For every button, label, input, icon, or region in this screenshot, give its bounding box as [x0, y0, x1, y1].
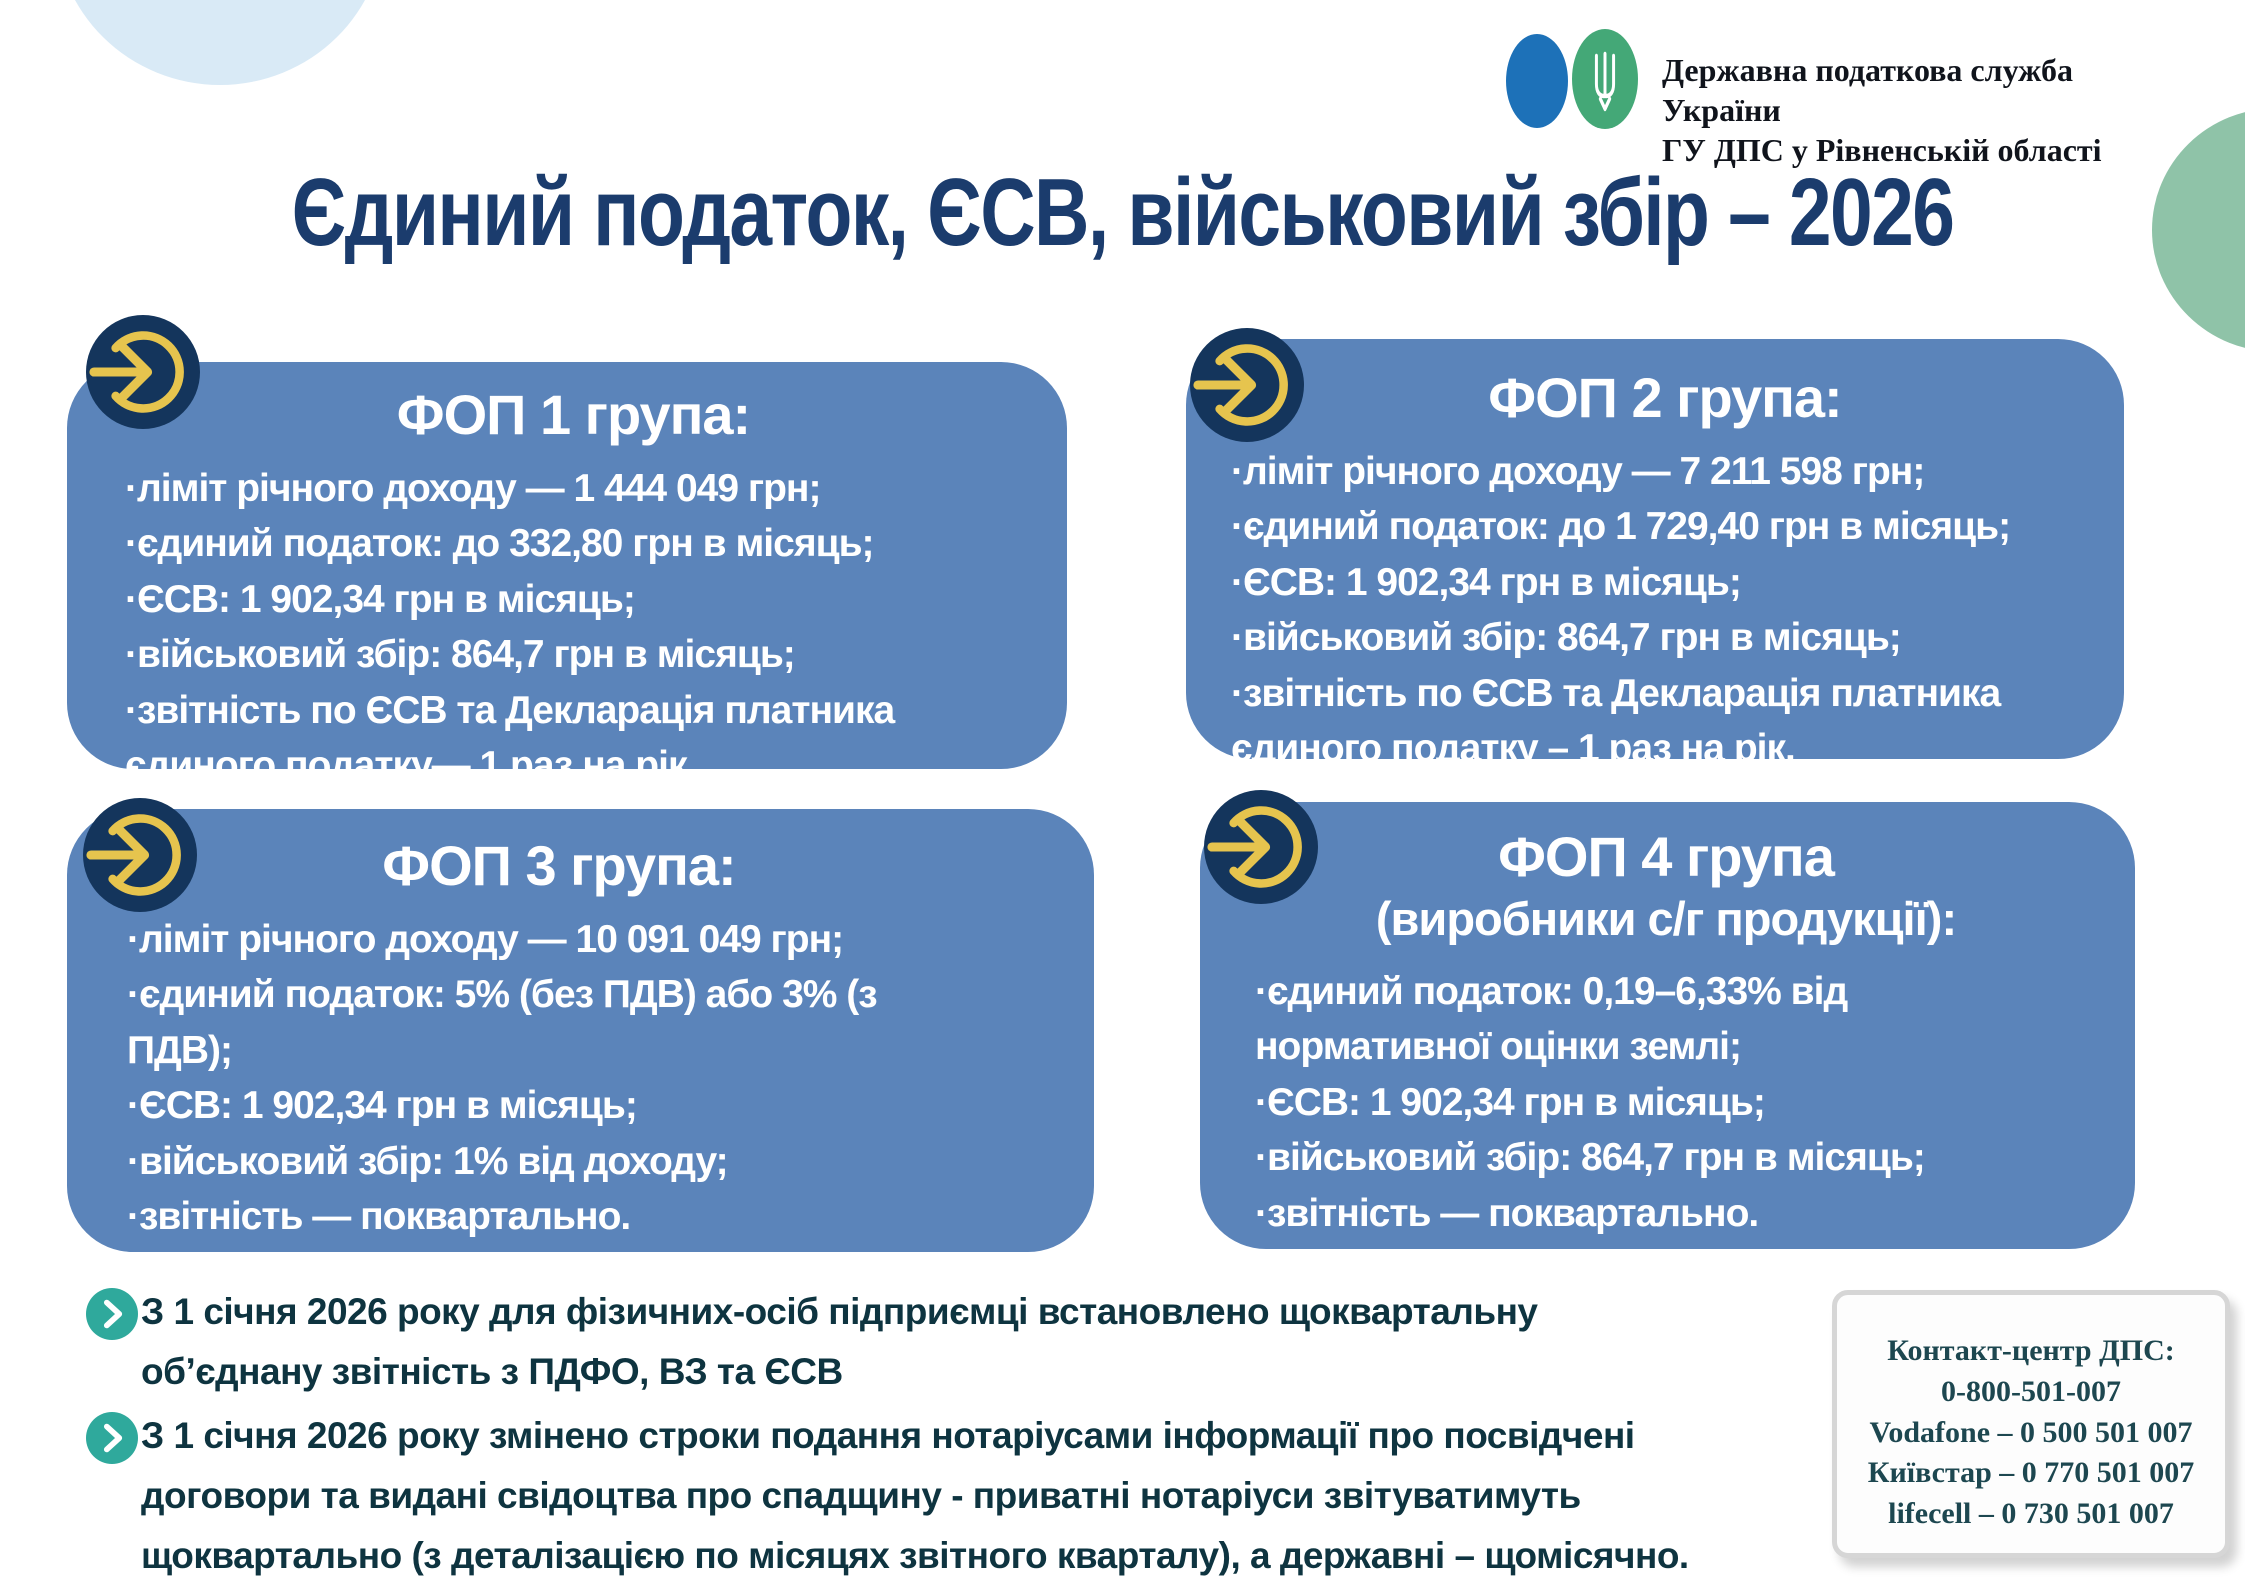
card-fop-group-3: ФОП 3 група: ·ліміт річного доходу — 10 …: [67, 809, 1094, 1252]
contact-title: Контакт-центр ДПС:: [1887, 1334, 2175, 1367]
card-4-title: ФОП 4 група: [1498, 825, 1835, 888]
contact-vodafone: Vodafone – 0 500 501 007: [1869, 1415, 2193, 1449]
contact-hotline: 0-800-501-007: [1941, 1374, 2121, 1408]
card-4-subtitle: (виробники с/г продукції):: [1375, 892, 1957, 945]
list-item: ·військовий збір: 864,7 грн в місяць;: [125, 633, 796, 677]
contact-kyivstar: Київстар – 0 770 501 007: [1867, 1456, 2195, 1490]
list-item: ·єдиний податок: 5% (без ПДВ) або 3% (з …: [127, 973, 878, 1072]
chevron-right-icon: [86, 1412, 138, 1464]
card-2-title: ФОП 2 група:: [1488, 366, 1842, 429]
note-notary-deadlines: З 1 січня 2026 року змінено строки подан…: [86, 1406, 1846, 1586]
decor-circle-top-left: [55, 0, 385, 85]
list-item: ·військовий збір: 864,7 грн в місяць;: [1231, 616, 1902, 660]
card-fop-group-4: ФОП 4 група (виробники с/г продукції): ·…: [1200, 802, 2135, 1249]
logo-blue-circle: [1506, 34, 1568, 128]
list-item: ·ЄСВ: 1 902,34 грн в місяць;: [1255, 1080, 1766, 1124]
list-item: ·звітність по ЄСВ та Декларація платника…: [125, 688, 895, 787]
trident-icon: [1572, 29, 1638, 129]
arrow-circle-icon: [83, 798, 197, 912]
org-line-1: Державна податкова служба України: [1662, 52, 2073, 128]
list-item: ·єдиний податок: 0,19–6,33% від норматив…: [1255, 970, 1848, 1069]
chevron-right-icon: [86, 1288, 138, 1340]
arrow-circle-icon: [1190, 328, 1304, 442]
contact-lifecell: lifecell – 0 730 501 007: [1888, 1497, 2174, 1531]
list-item: ·звітність — поквартально.: [127, 1194, 631, 1238]
arrow-circle-icon: [86, 315, 200, 429]
arrow-circle-icon: [1204, 790, 1318, 904]
org-line-2: ГУ ДПС у Рівненській області: [1662, 132, 2102, 168]
list-item: ·звітність — поквартально.: [1255, 1191, 1759, 1235]
card-fop-group-2: ФОП 2 група: ·ліміт річного доходу — 7 2…: [1186, 339, 2124, 770]
note-text: З 1 січня 2026 року змінено строки подан…: [141, 1415, 1689, 1576]
contact-center-card: Контакт-центр ДПС: 0-800-501-007 Vodafon…: [1832, 1290, 2230, 1558]
list-item: ·ЄСВ: 1 902,34 грн в місяць;: [127, 1084, 638, 1128]
list-item: ·ЄСВ: 1 902,34 грн в місяць;: [125, 577, 636, 621]
page-title: Єдиний податок, ЄСВ, військовий збір – 2…: [291, 159, 1955, 266]
list-item: ·звітність по ЄСВ та Декларація платника…: [1231, 671, 2001, 770]
list-item: ·ліміт річного доходу — 10 091 049 грн;: [127, 918, 844, 961]
card-3-title: ФОП 3 група:: [382, 834, 736, 897]
list-item: ·єдиний податок: до 332,80 грн в місяць;: [125, 522, 875, 566]
list-item: ·ліміт річного доходу — 1 444 049 грн;: [125, 467, 821, 510]
list-item: ·єдиний податок: до 1 729,40 грн в місяц…: [1231, 505, 2011, 549]
note-quarterly-reporting: З 1 січня 2026 року для фізичних-осіб пі…: [86, 1282, 1846, 1402]
organization-name: Державна податкова служба України ГУ ДПС…: [1662, 50, 2182, 170]
list-item: ·військовий збір: 1% від доходу;: [127, 1139, 729, 1183]
list-item: ·військовий збір: 864,7 грн в місяць;: [1255, 1136, 1926, 1180]
list-item: ·ліміт річного доходу — 7 211 598 грн;: [1231, 450, 1925, 493]
card-fop-group-1: ФОП 1 група: ·ліміт річного доходу — 1 4…: [67, 362, 1067, 787]
list-item: ·ЄСВ: 1 902,34 грн в місяць;: [1231, 560, 1742, 604]
note-text: З 1 січня 2026 року для фізичних-осіб пі…: [141, 1291, 1538, 1392]
card-1-title: ФОП 1 група:: [396, 383, 751, 446]
